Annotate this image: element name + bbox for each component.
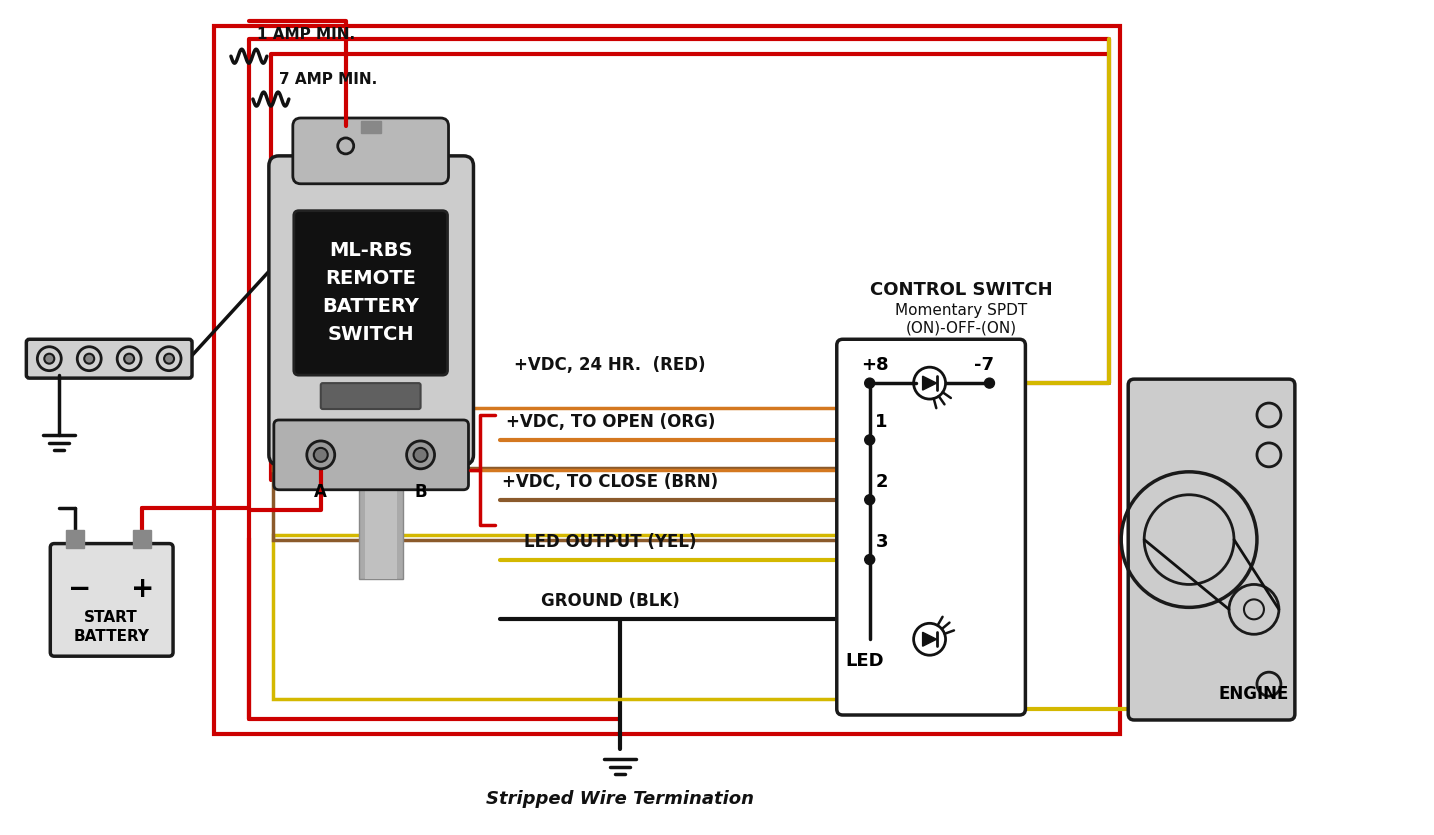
Text: +8: +8 xyxy=(860,357,889,374)
Circle shape xyxy=(307,441,334,468)
FancyBboxPatch shape xyxy=(294,210,447,375)
Circle shape xyxy=(865,554,875,564)
Text: -7: -7 xyxy=(975,357,995,374)
Circle shape xyxy=(407,441,435,468)
Circle shape xyxy=(314,448,328,462)
Circle shape xyxy=(865,378,875,388)
Text: A: A xyxy=(314,483,327,501)
Circle shape xyxy=(125,354,135,364)
Text: LED: LED xyxy=(846,652,883,671)
Circle shape xyxy=(163,354,174,364)
Bar xyxy=(361,121,380,133)
Text: B: B xyxy=(414,483,427,501)
FancyBboxPatch shape xyxy=(1129,379,1295,720)
Text: +VDC, TO CLOSE (BRN): +VDC, TO CLOSE (BRN) xyxy=(502,473,718,491)
Bar xyxy=(133,529,151,548)
Bar xyxy=(272,468,1021,539)
Text: 3: 3 xyxy=(875,533,888,550)
Text: +VDC, 24 HR.  (RED): +VDC, 24 HR. (RED) xyxy=(515,357,706,374)
Text: 2: 2 xyxy=(875,473,888,491)
Text: ENGINE: ENGINE xyxy=(1219,685,1289,703)
Circle shape xyxy=(44,354,54,364)
Text: 7 AMP MIN.: 7 AMP MIN. xyxy=(278,72,377,87)
Text: Stripped Wire Termination: Stripped Wire Termination xyxy=(486,790,754,807)
Circle shape xyxy=(85,354,95,364)
Bar xyxy=(272,408,1021,470)
Polygon shape xyxy=(922,632,936,646)
Text: 1: 1 xyxy=(875,413,888,431)
Circle shape xyxy=(865,495,875,504)
FancyBboxPatch shape xyxy=(50,544,174,656)
Text: ML-RBS
REMOTE
BATTERY
SWITCH: ML-RBS REMOTE BATTERY SWITCH xyxy=(323,241,419,344)
Circle shape xyxy=(985,378,994,388)
Bar xyxy=(358,485,403,579)
FancyBboxPatch shape xyxy=(293,118,449,184)
FancyBboxPatch shape xyxy=(321,383,420,409)
Text: GROUND (BLK): GROUND (BLK) xyxy=(541,592,680,610)
Text: (ON)-OFF-(ON): (ON)-OFF-(ON) xyxy=(905,321,1017,336)
Bar xyxy=(272,534,1021,699)
Bar xyxy=(364,485,397,579)
Text: −: − xyxy=(67,575,90,604)
FancyBboxPatch shape xyxy=(837,339,1025,715)
Text: +VDC, TO OPEN (ORG): +VDC, TO OPEN (ORG) xyxy=(506,413,716,431)
Text: Momentary SPDT: Momentary SPDT xyxy=(895,303,1027,318)
Bar xyxy=(214,27,1120,734)
Text: START
BATTERY: START BATTERY xyxy=(73,610,149,644)
Text: +: + xyxy=(132,575,155,604)
Circle shape xyxy=(865,435,875,445)
Text: LED OUTPUT (YEL): LED OUTPUT (YEL) xyxy=(523,533,697,550)
Text: 1 AMP MIN.: 1 AMP MIN. xyxy=(257,27,356,42)
Text: CONTROL SWITCH: CONTROL SWITCH xyxy=(869,281,1053,300)
FancyBboxPatch shape xyxy=(26,339,192,378)
Polygon shape xyxy=(922,376,936,390)
Bar xyxy=(66,529,85,548)
Circle shape xyxy=(413,448,427,462)
FancyBboxPatch shape xyxy=(268,156,473,465)
FancyBboxPatch shape xyxy=(274,420,469,490)
